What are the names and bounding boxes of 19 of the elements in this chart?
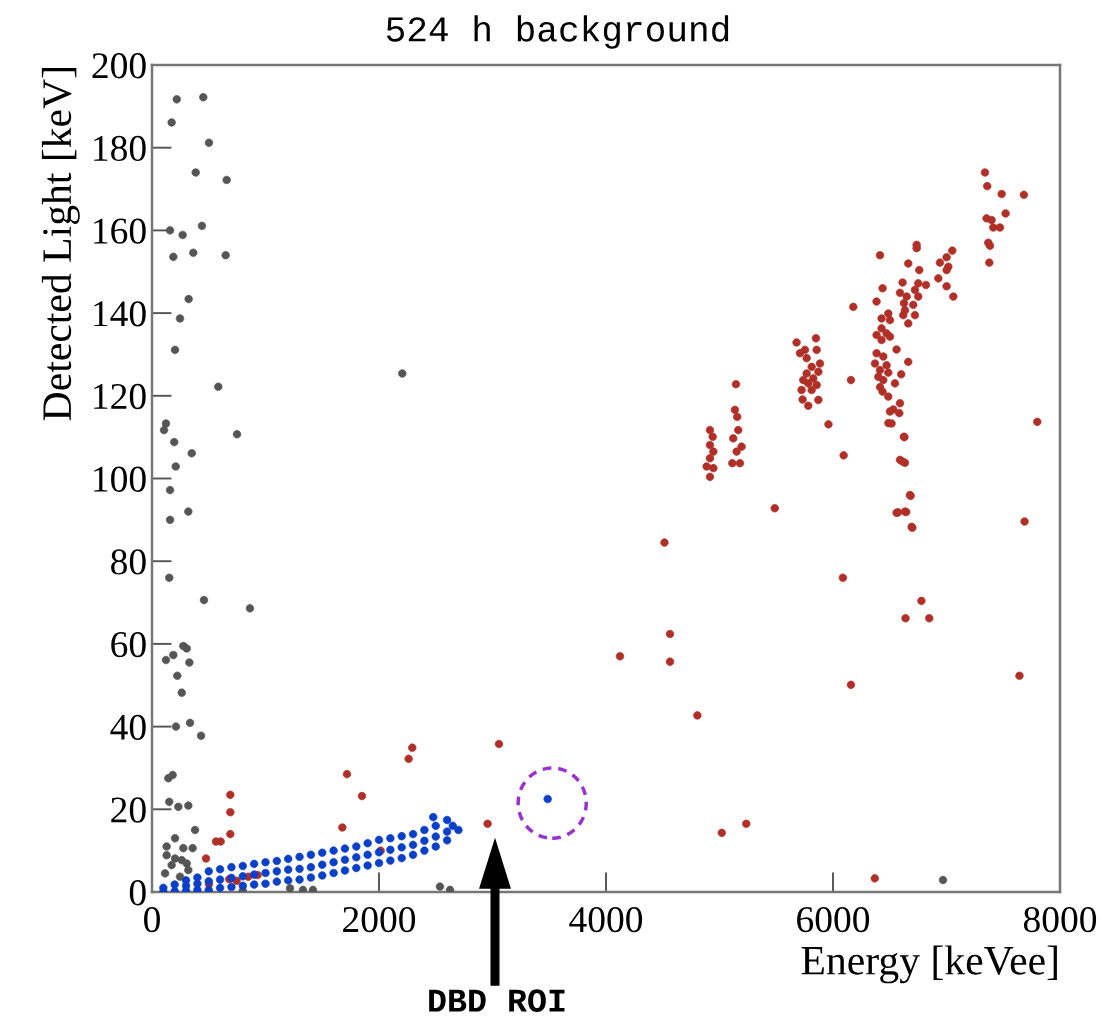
- x-tick-label: 2000: [343, 906, 416, 933]
- y-tick-label: 100: [94, 466, 146, 492]
- x-axis-title: Energy [keVee]: [801, 945, 1057, 984]
- y-axis-title: Detected Light [keV]: [41, 68, 80, 421]
- text: DBD ROI: [429, 989, 565, 1012]
- y-tick-label: 140: [94, 301, 146, 327]
- y-tick-label: 120: [94, 383, 146, 410]
- chart-title: 524 h background: [386, 15, 729, 49]
- x-tick-label: 8000: [1023, 906, 1097, 933]
- y-tick-label: 200: [92, 53, 146, 79]
- x-tick-label: 4000: [569, 906, 643, 933]
- x-tick-label: 6000: [797, 906, 870, 933]
- y-tick-label: 160: [94, 218, 146, 244]
- y-tick-label: 180: [94, 135, 146, 162]
- y-tick-label: 60: [111, 631, 146, 658]
- y-tick-label: 40: [110, 714, 146, 740]
- y-tick-label: 80: [111, 549, 146, 575]
- y-tick-label: 20: [111, 797, 146, 823]
- y-tick-label: 0: [129, 880, 146, 906]
